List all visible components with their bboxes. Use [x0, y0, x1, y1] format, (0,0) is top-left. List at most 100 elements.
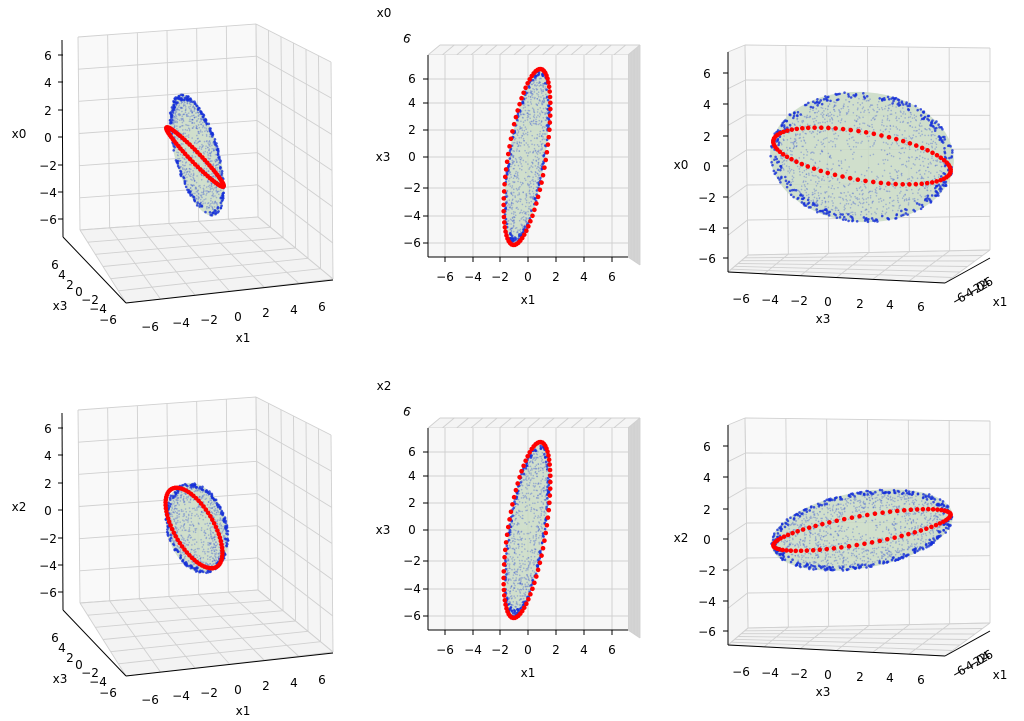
surface-point: [186, 176, 188, 179]
surface-point: [193, 116, 196, 119]
surface-point: [208, 144, 210, 146]
surface-point: [208, 206, 210, 208]
x-tick-label: 2: [552, 643, 560, 657]
x-tick-label: −4: [172, 689, 190, 703]
surface-point: [183, 96, 187, 100]
x-tick-label: −4: [464, 270, 482, 284]
surface-point: [184, 128, 187, 131]
surface-point: [184, 101, 186, 104]
gridline: [79, 184, 258, 199]
y-tick-label: 6: [408, 445, 416, 459]
surface-point: [205, 186, 208, 188]
x-tick-label: −6: [436, 270, 454, 284]
surface-point: [211, 175, 214, 178]
ellipsoid-fill: [169, 94, 225, 216]
surface-point: [190, 109, 193, 112]
x-tick-label: 0: [234, 310, 242, 324]
gridline: [78, 87, 257, 102]
surface-point: [193, 141, 196, 144]
z-tick-label: −2: [39, 159, 57, 173]
z-axis-label: x2: [12, 500, 27, 514]
x-tick-label: −4: [761, 293, 779, 307]
surface-point: [197, 117, 200, 120]
gridline: [256, 55, 332, 99]
z-tick-label: −2: [39, 532, 57, 546]
y-tick-label: 2: [408, 123, 416, 137]
y-tick-label: −4: [403, 209, 421, 223]
y-tick-label: 4: [58, 268, 66, 282]
surface-point: [179, 93, 183, 97]
surface-point: [210, 205, 212, 208]
surface-point: [173, 126, 176, 129]
surface-point: [202, 189, 205, 191]
surface-point: [205, 190, 207, 192]
surface-point: [192, 184, 195, 186]
y-tick-label: 2: [66, 278, 74, 292]
surface-point: [215, 187, 218, 189]
surface-point: [174, 114, 177, 117]
x-tick-label: 2: [262, 679, 270, 693]
surface-point: [191, 119, 194, 121]
pane: [728, 45, 748, 272]
surface-point: [184, 104, 186, 107]
surface-point: [197, 132, 200, 134]
surface-point: [177, 157, 179, 160]
surface-point: [190, 184, 193, 186]
surface-point: [175, 115, 178, 118]
surface-point: [204, 210, 207, 214]
surface-point: [204, 121, 206, 124]
surface-point: [199, 130, 202, 133]
surface-point: [216, 204, 219, 206]
surface-point: [187, 127, 190, 130]
z-tick-label: 4: [44, 449, 52, 463]
surface-point: [210, 151, 213, 154]
surface-point: [216, 163, 219, 166]
surface-point: [194, 186, 197, 189]
surface-point: [201, 131, 203, 133]
surface-point: [198, 126, 201, 129]
surface-point: [190, 173, 192, 175]
surface-point: [205, 194, 207, 196]
x-axis-label: x3: [816, 312, 831, 326]
gridline: [95, 237, 284, 255]
x-tick-label: −4: [172, 316, 190, 330]
surface-point: [214, 153, 217, 156]
surface-point: [203, 190, 205, 193]
surface-point: [184, 132, 187, 135]
surface-point: [210, 173, 213, 175]
surface-point: [189, 187, 192, 190]
surface-point: [215, 201, 218, 204]
z-tick-labels-overlapping: 6: [401, 404, 413, 420]
surface-point: [197, 137, 199, 140]
z-axis-label: x0: [377, 6, 392, 20]
gridline: [257, 152, 333, 208]
surface-point: [213, 202, 215, 205]
surface-point: [182, 133, 184, 135]
surface-point: [180, 119, 183, 121]
surface-point: [198, 147, 201, 150]
z-axis-label: x0: [674, 158, 689, 172]
z-axis: [61, 412, 64, 611]
surface-point: [215, 196, 218, 199]
surface-point: [181, 115, 184, 118]
surface-point: [199, 121, 201, 123]
surface-point: [186, 102, 189, 105]
surface-point: [206, 140, 208, 142]
surface-point: [184, 109, 187, 111]
x-tick-label: 0: [824, 295, 832, 309]
surface-point: [174, 118, 176, 120]
surface-point: [205, 145, 207, 147]
z-tick-label: 4: [44, 76, 52, 90]
surface-point: [178, 113, 181, 115]
surface-point: [212, 163, 215, 165]
surface-point: [207, 142, 209, 144]
surface-point: [181, 168, 184, 170]
surface-point: [185, 113, 188, 116]
y-tick-label: −4: [89, 302, 107, 316]
surface-point: [193, 142, 196, 144]
surface-point: [183, 113, 186, 116]
surface-point: [195, 197, 198, 200]
surface-point: [193, 114, 195, 117]
surface-point: [207, 202, 209, 205]
surface-point: [212, 187, 214, 190]
